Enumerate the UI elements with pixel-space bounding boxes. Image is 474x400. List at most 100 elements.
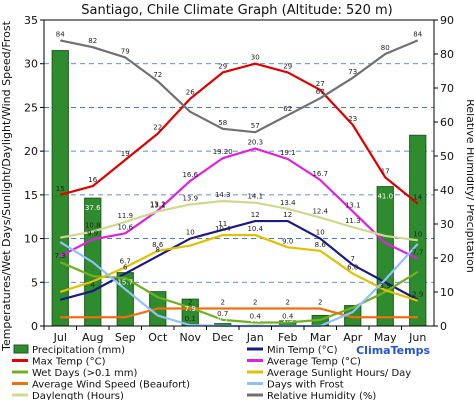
data-label: 6	[123, 264, 128, 272]
data-label: 0.4	[282, 313, 294, 321]
x-tick-label: Feb	[278, 331, 297, 344]
x-tick-label: Jul	[53, 331, 67, 344]
legend: Precipitation (mm) Min Temp (°C) Max Temp …	[12, 344, 411, 400]
series-line	[59, 147, 419, 260]
data-label: 57	[251, 122, 260, 130]
y-tick-label-right: 10	[440, 286, 454, 299]
data-label: 23	[348, 115, 357, 123]
data-label: 10	[186, 229, 195, 237]
data-label: 13.1	[345, 201, 361, 209]
data-label: 2	[318, 299, 322, 307]
x-tick-label: Dec	[212, 331, 233, 344]
data-label: 9.0	[282, 237, 293, 245]
legend-label: Min Temp (°C)	[267, 345, 338, 356]
data-label: 0.4	[250, 313, 262, 321]
data-label: 14	[413, 194, 422, 202]
y-tick-label-left: 15	[24, 189, 38, 202]
series-lines	[59, 39, 419, 328]
legend-label: Days with Frost	[267, 380, 344, 391]
chart-title: Santiago, Chile Climate Graph (Altitude:…	[81, 3, 393, 18]
legend-label: Max Temp (°C)	[32, 357, 106, 368]
data-label: 82	[88, 37, 97, 45]
x-tick-label: Sep	[115, 331, 136, 344]
y-tick-label-left: 0	[31, 320, 38, 333]
series-line	[59, 219, 419, 301]
data-label: 19	[121, 150, 130, 158]
data-label: 14.1	[247, 193, 263, 201]
data-label: 12	[251, 211, 260, 219]
y-tick-label-right: 70	[440, 82, 454, 95]
data-label: 2	[286, 299, 290, 307]
x-tick-label: Aug	[82, 331, 103, 344]
y-tick-label-left: 20	[24, 145, 38, 158]
data-label: 20.3	[247, 139, 263, 147]
y-tick-label-left: 10	[24, 233, 38, 246]
data-label: 19.20	[213, 148, 233, 156]
legend-label: Average Wind Speed (Beaufort)	[32, 380, 190, 391]
data-label: 11.9	[117, 212, 133, 220]
data-label: 0.1	[185, 315, 196, 323]
y-tick-label-right: 50	[440, 150, 454, 163]
data-label: 10	[316, 229, 325, 237]
x-tick-label: May	[374, 331, 397, 344]
data-label: 2	[253, 299, 257, 307]
data-label: 9.9	[87, 229, 98, 237]
x-tick-label: Apr	[343, 331, 363, 344]
data-label: 16.6	[182, 171, 198, 179]
data-label: 2	[221, 299, 225, 307]
data-label: 3.9	[380, 282, 391, 290]
x-tick-label: Jun	[408, 331, 426, 344]
data-label: 27	[316, 80, 325, 88]
data-label: 84	[56, 30, 65, 38]
legend-label: Relative Humidity (%)	[267, 391, 376, 400]
data-label: 7.7	[412, 249, 423, 257]
data-label: 10.8	[85, 222, 101, 230]
data-label: 19.1	[280, 149, 296, 157]
data-label: 8.6	[152, 241, 164, 249]
precipitation-bars	[51, 50, 427, 327]
y-tick-label-right: 90	[440, 14, 454, 27]
legend-label: Average Sunlight Hours/ Day	[267, 368, 411, 379]
data-label: 73	[348, 68, 357, 76]
bar-label: 0.2	[250, 316, 261, 324]
bar-label: 7.9	[185, 305, 196, 313]
data-label: 58	[218, 119, 227, 127]
brand-watermark: ClimaTemps	[356, 344, 430, 357]
data-label: 2.9	[412, 291, 423, 299]
y-tick-label-right: 60	[440, 116, 454, 129]
data-label: 10	[413, 230, 422, 238]
data-label: 29	[283, 62, 292, 70]
data-label: 16.7	[312, 170, 328, 178]
series-line	[59, 233, 419, 302]
x-tick-label: Mar	[310, 331, 331, 344]
data-label: 84	[413, 30, 422, 38]
data-label: 72	[153, 71, 162, 79]
y-axis-right-label: Relative Humidity/ Precipitation	[464, 99, 474, 273]
y-tick-label-left: 5	[31, 276, 38, 289]
data-label: 14.3	[215, 191, 231, 199]
bar-label: 37.6	[85, 204, 101, 212]
data-label: 8.6	[315, 241, 327, 249]
y-tick-label-right: 40	[440, 184, 454, 197]
axes: 0 5 10 15 20 25 30 35 0 10 20 30 40 50 60 70 80 90 Jul Aug S…	[24, 14, 454, 344]
bar-label: 41.0	[377, 193, 393, 201]
data-labels: 37.615.77.90.7 0.2 1.541.01516192226293029…	[55, 30, 424, 324]
data-label: 13.4	[280, 199, 296, 207]
data-label: 7.3	[55, 252, 66, 260]
data-label: 13.2	[150, 201, 166, 209]
data-label: 62	[283, 105, 292, 113]
data-label: 22	[153, 124, 162, 132]
data-label: 11	[218, 220, 227, 228]
data-label: 79	[121, 47, 130, 55]
y-tick-label-right: 30	[440, 218, 454, 231]
y-tick-label-right: 80	[440, 48, 454, 61]
data-label: 8	[156, 246, 160, 254]
data-label: 29	[218, 62, 227, 70]
grid	[44, 19, 434, 283]
series-line	[59, 241, 419, 328]
legend-label: Daylength (Hours)	[32, 391, 124, 400]
bar-label: 0.7	[217, 316, 228, 324]
data-label: 11.3	[345, 217, 361, 225]
y-tick-label-left: 25	[24, 101, 38, 114]
